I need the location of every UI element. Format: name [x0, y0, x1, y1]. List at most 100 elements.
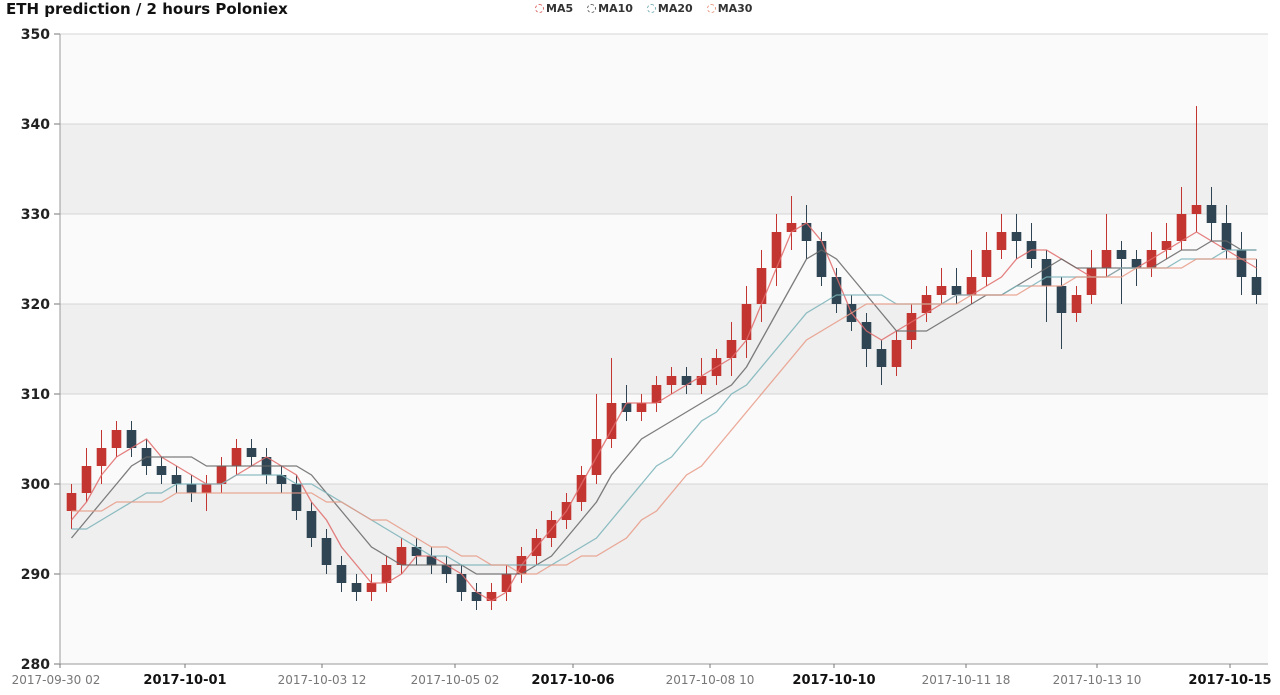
y-tick-label: 290: [21, 567, 50, 583]
legend-swatch-ma10-icon: [587, 4, 597, 13]
candle-body: [501, 574, 512, 592]
candle-body: [351, 583, 362, 592]
candle-body: [576, 475, 587, 502]
candle-body: [456, 574, 467, 592]
candle-body: [606, 403, 617, 439]
candle-body: [1131, 259, 1142, 268]
candle-body: [756, 268, 767, 304]
x-tick-label: 2017-10-10: [792, 673, 875, 688]
series-line-ma30: [71, 258, 1257, 575]
candle-body: [201, 484, 212, 493]
candle-body: [906, 313, 917, 340]
candle-body: [696, 376, 707, 385]
candle-body: [1071, 295, 1082, 313]
candle-body: [66, 493, 77, 511]
x-tick-label: 2017-10-01: [143, 673, 226, 688]
candle-body: [246, 448, 257, 457]
candle-body: [471, 592, 482, 601]
candle-body: [861, 322, 872, 349]
candle-body: [786, 223, 797, 232]
candle-body: [1041, 259, 1052, 286]
y-tick-label: 320: [21, 297, 50, 313]
candle-body: [1086, 268, 1097, 295]
y-tick-label: 280: [21, 657, 50, 673]
grid-band: [60, 484, 1268, 574]
candle-body: [366, 583, 377, 592]
candle-body: [726, 340, 737, 358]
candle-body: [1236, 250, 1247, 277]
legend-swatch-ma30-icon: [706, 4, 716, 13]
candle-body: [291, 484, 302, 511]
legend-swatch-ma20-icon: [646, 4, 656, 13]
candle-body: [876, 349, 887, 367]
candle-body: [186, 484, 197, 493]
grid-band: [60, 304, 1268, 394]
candle-body: [1251, 277, 1262, 295]
candle-body: [1056, 286, 1067, 313]
candle-body: [306, 511, 317, 538]
candle-body: [231, 448, 242, 466]
series-line-ma10: [71, 240, 1257, 575]
candle-body: [276, 475, 287, 484]
candle-body: [801, 223, 812, 241]
candle-body: [81, 466, 92, 493]
candle-body: [126, 430, 137, 448]
candle-body: [396, 547, 407, 565]
series-line-ma20: [71, 249, 1257, 566]
x-tick-label: 2017-09-30 02: [12, 673, 101, 687]
candle-body: [666, 376, 677, 385]
legend-item-ma10[interactable]: MA10: [587, 2, 633, 15]
candle-body: [1116, 250, 1127, 259]
candle-body: [741, 304, 752, 340]
x-tick-label: 2017-10-13 10: [1053, 673, 1142, 687]
candle-body: [1191, 205, 1202, 214]
candle-body: [816, 241, 827, 277]
candle-body: [171, 475, 182, 484]
y-tick-label: 340: [21, 117, 50, 133]
candle-body: [216, 466, 227, 484]
candle-body: [951, 286, 962, 295]
candle-body: [1161, 241, 1172, 250]
chart-title: ETH prediction / 2 hours Poloniex: [6, 0, 288, 18]
candle-body: [426, 556, 437, 565]
legend-label-ma10: MA10: [598, 2, 633, 15]
legend-item-ma20[interactable]: MA20: [646, 2, 693, 15]
x-tick-label: 2017-10-11 18: [922, 673, 1011, 687]
series-line-ma5: [71, 222, 1257, 602]
candle-body: [981, 250, 992, 277]
legend-item-ma30[interactable]: MA30: [706, 2, 752, 15]
candle-body: [321, 538, 332, 565]
candle-body: [996, 232, 1007, 250]
candle-body: [831, 277, 842, 304]
candle-body: [1011, 232, 1022, 241]
candle-body: [441, 565, 452, 574]
candle-body: [891, 340, 902, 367]
candle-body: [486, 592, 497, 601]
candle-body: [681, 376, 692, 385]
candle-body: [381, 565, 392, 583]
candle-body: [636, 403, 647, 412]
y-tick-label: 350: [21, 27, 50, 43]
candle-body: [1221, 223, 1232, 250]
legend-item-ma5[interactable]: MA5: [535, 2, 573, 15]
x-tick-label: 2017-10-15: [1188, 673, 1271, 688]
candle-body: [621, 403, 632, 412]
candle-body: [156, 466, 167, 475]
candle-body: [111, 430, 122, 448]
legend-swatch-ma5-icon: [535, 4, 544, 13]
candle-body: [966, 277, 977, 295]
candle-body: [1206, 205, 1217, 223]
candle-body: [336, 565, 347, 583]
grid-band: [60, 124, 1268, 214]
candle-body: [1101, 250, 1112, 268]
legend-label-ma5: MA5: [546, 2, 574, 15]
x-tick-label: 2017-10-06: [531, 673, 614, 688]
x-tick-label: 2017-10-03 12: [278, 673, 367, 687]
x-tick-label: 2017-10-05 02: [411, 673, 500, 687]
candle-body: [96, 448, 107, 466]
legend-label-ma20: MA20: [657, 2, 693, 15]
candle-body: [651, 385, 662, 403]
candle-body: [936, 286, 947, 295]
candle-body: [411, 547, 422, 556]
